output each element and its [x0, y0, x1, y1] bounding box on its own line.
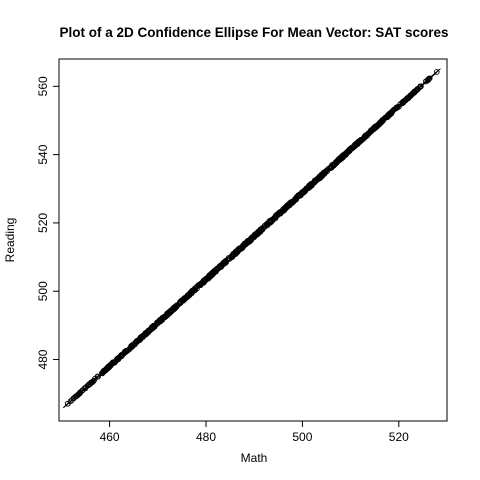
data-point: [64, 400, 71, 407]
y-tick-label: 500: [36, 281, 50, 301]
data-point: [79, 387, 86, 394]
data-point: [393, 105, 400, 111]
data-point: [95, 373, 101, 380]
x-tick-label: 480: [196, 430, 216, 444]
data-point: [373, 123, 380, 130]
data-point: [121, 350, 127, 356]
data-point: [260, 225, 266, 232]
data-point: [156, 318, 162, 324]
data-point: [343, 150, 349, 157]
data-point: [255, 228, 261, 235]
y-tick-label: 480: [36, 349, 50, 369]
data-point: [250, 234, 257, 240]
data-point: [230, 252, 237, 259]
data-point: [73, 392, 80, 399]
data-point: [242, 240, 248, 247]
data-point: [413, 87, 419, 94]
data-point: [146, 327, 153, 333]
data-point: [201, 278, 208, 285]
data-point: [128, 343, 135, 350]
data-point: [276, 209, 283, 216]
data-point: [299, 190, 306, 196]
data-point: [239, 244, 245, 251]
data-point: [433, 69, 440, 75]
data-point: [222, 259, 229, 266]
data-point: [85, 382, 91, 389]
data-point: [192, 285, 199, 291]
y-axis: 480 500 520 540 560: [36, 76, 59, 370]
chart-title: Plot of a 2D Confidence Ellipse For Mean…: [59, 25, 448, 40]
data-point: [288, 200, 294, 206]
data-point: [417, 83, 424, 89]
data-point: [157, 316, 164, 323]
data-point: [333, 160, 340, 166]
y-tick-label: 540: [36, 144, 50, 164]
data-point: [172, 304, 179, 311]
y-axis-label: Reading: [3, 218, 17, 263]
data-point: [384, 113, 390, 120]
data-point: [281, 207, 288, 214]
data-point: [236, 245, 243, 252]
data-point: [402, 97, 408, 104]
data-point: [177, 299, 183, 305]
data-point: [353, 141, 360, 148]
data-point: [300, 189, 306, 195]
data-point: [377, 119, 383, 126]
data-point: [162, 314, 168, 320]
data-point: [422, 78, 429, 85]
plot-frame: [58, 58, 448, 422]
data-point: [321, 169, 328, 176]
data-point: [113, 357, 120, 363]
data-point: [100, 368, 107, 375]
data-point: [380, 118, 386, 124]
x-tick-label: 500: [292, 430, 312, 444]
data-point: [358, 137, 365, 143]
data-point: [185, 291, 192, 298]
data-point: [327, 165, 334, 172]
data-point: [408, 92, 415, 99]
data-point: [196, 281, 203, 288]
data-point: [69, 397, 75, 403]
data-point: [293, 194, 300, 201]
data-point: [105, 363, 112, 370]
data-point: [352, 143, 358, 149]
data-point: [271, 214, 278, 221]
data-point: [166, 309, 172, 315]
x-axis-label: Math: [241, 451, 268, 465]
data-point: [72, 393, 78, 400]
data-point: [245, 239, 252, 245]
data-point: [281, 205, 288, 211]
data-point: [231, 251, 238, 258]
data-point: [221, 259, 228, 266]
data-point: [137, 336, 143, 343]
x-axis: 460 480 500 520: [100, 421, 409, 444]
y-tick-label: 560: [36, 76, 50, 96]
data-point: [207, 273, 213, 279]
data-point: [275, 210, 282, 217]
data-point: [306, 184, 313, 190]
x-tick-label: 520: [389, 430, 409, 444]
data-point: [365, 130, 371, 137]
y-tick-label: 520: [36, 213, 50, 233]
data-point: [102, 367, 109, 373]
data-point: [315, 176, 321, 183]
data-point: [341, 151, 348, 158]
data-point: [220, 260, 227, 266]
x-tick-label: 460: [100, 430, 120, 444]
data-point: [181, 296, 187, 303]
data-point: [184, 292, 191, 299]
plot-area: [62, 68, 441, 409]
data-point: [266, 218, 273, 225]
data-point: [142, 331, 149, 337]
data-point: [173, 303, 180, 310]
data-point: [336, 155, 343, 162]
data-point: [213, 266, 220, 272]
